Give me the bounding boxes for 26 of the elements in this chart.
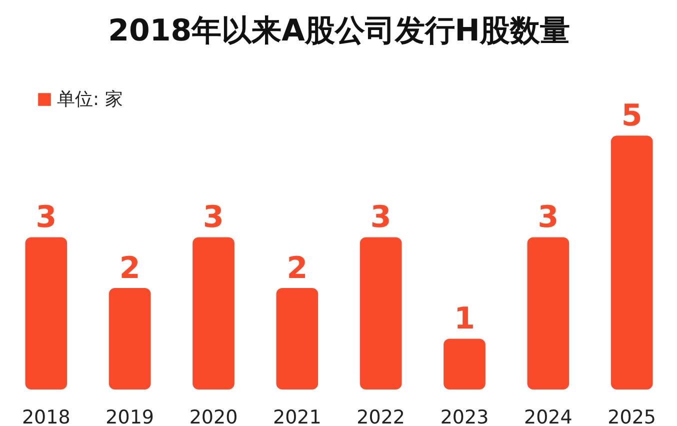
legend-label: 单位: 家 (57, 88, 123, 111)
bar (444, 338, 486, 390)
data-label: 3 (538, 200, 559, 236)
data-label: 3 (36, 200, 57, 236)
chart-title: 2018年以来A股公司发行H股数量 (108, 14, 570, 48)
data-label: 5 (621, 98, 642, 134)
bar (360, 237, 402, 390)
data-label: 2 (286, 250, 308, 286)
x-tick-label: 2020 (189, 406, 238, 426)
x-tick-label: 2019 (106, 406, 154, 426)
x-tick-label: 2022 (356, 406, 406, 426)
bar (527, 237, 570, 390)
data-label: 2 (119, 250, 140, 286)
x-tick-label: 2023 (440, 406, 489, 426)
data-label: 1 (454, 302, 475, 337)
bar (276, 288, 318, 390)
bar (192, 237, 234, 390)
data-label: 3 (370, 200, 392, 236)
bar (25, 237, 68, 390)
data-label: 3 (203, 200, 224, 236)
x-tick-label: 2024 (524, 406, 572, 426)
x-tick-label: 2025 (608, 406, 656, 426)
x-tick-label: 2018 (22, 406, 70, 426)
x-tick-label: 2021 (272, 406, 322, 426)
bar (610, 136, 653, 390)
bar (108, 288, 151, 390)
